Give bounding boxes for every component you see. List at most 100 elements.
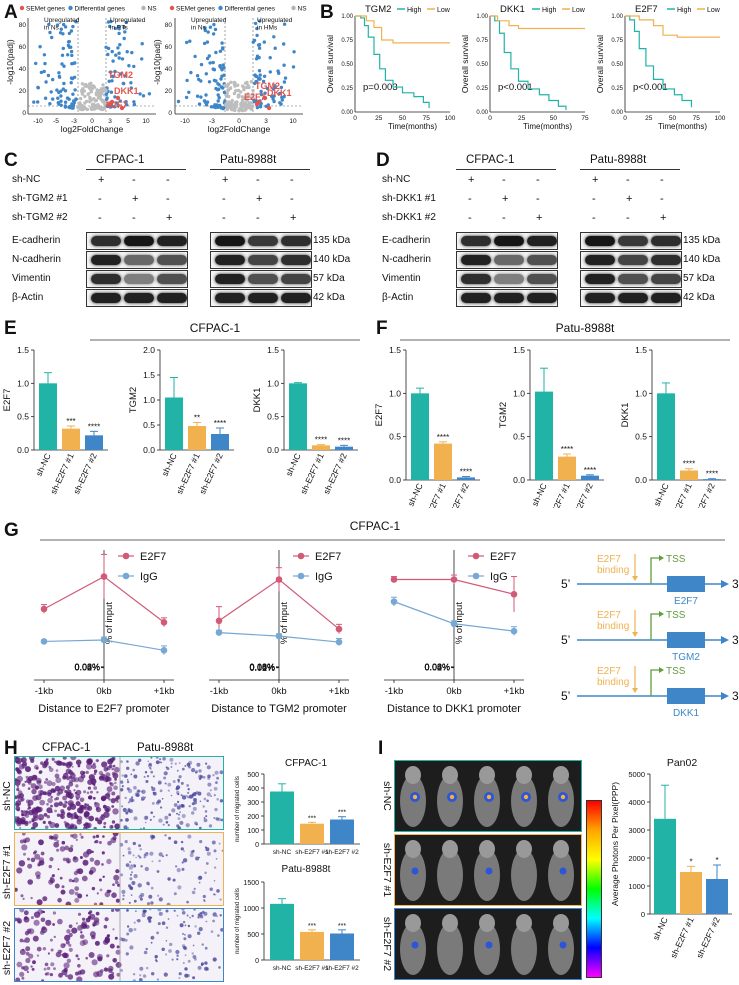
data-point (104, 89, 108, 93)
cell-dot (213, 817, 216, 819)
cell-dot (120, 788, 123, 792)
data-point (117, 51, 121, 55)
cell-dot (49, 821, 56, 829)
cell-dot (181, 861, 184, 864)
data-point (242, 87, 246, 92)
cell-dot (198, 774, 203, 779)
cell-dot (92, 835, 96, 839)
y-tick-label: 0.5 (267, 412, 279, 422)
cell-dot (55, 951, 62, 958)
cell-dot (185, 794, 188, 797)
cell-dot (46, 803, 49, 806)
cell-dot (139, 856, 142, 859)
cell-dot (132, 973, 136, 976)
x-tick-label: sh-NC (273, 965, 292, 972)
panel-h-micrographs: sh-NC sh-E2F7 #1 sh-E2F7 #2 (0, 756, 228, 984)
cell-dot (169, 757, 174, 762)
cell-dot (186, 914, 189, 917)
data-point (229, 100, 234, 105)
cell-dot (103, 821, 107, 825)
data-point (80, 92, 85, 96)
panel-b-label: B (320, 2, 334, 23)
cell-dot (116, 945, 120, 949)
cell-dot (24, 937, 30, 943)
y-tick-label: 0.00 (611, 110, 623, 116)
cell-dot (68, 924, 73, 929)
cell-dot (95, 806, 102, 813)
cell-dot (214, 807, 218, 812)
x-tick-label: -1kb (385, 686, 403, 697)
data-point (185, 40, 189, 45)
bar-sh-e2f7-1 (434, 443, 452, 480)
x-tick-label: 75 (693, 115, 701, 122)
blot-strip (86, 251, 188, 269)
y-axis-label: Overall survival (595, 35, 605, 93)
cell-dot (36, 954, 40, 957)
data-point (130, 50, 134, 55)
cell-dot (45, 919, 52, 926)
cell-dot (58, 972, 63, 978)
cell-dot (59, 949, 63, 953)
km-curve-low (355, 15, 450, 44)
cell-dot (125, 811, 129, 815)
x-tick-label: 10 (289, 118, 297, 125)
legend-dot (169, 5, 175, 11)
data-point (79, 107, 84, 112)
y-tick-label: 1000 (243, 906, 259, 913)
cell-dot (16, 769, 22, 774)
cell-dot (56, 840, 60, 843)
cell-dot (91, 764, 97, 770)
header-rule (86, 169, 186, 170)
cell-dot (148, 894, 153, 899)
cell-dot (60, 814, 65, 820)
cell-dot (93, 917, 100, 923)
cell-dot (43, 967, 47, 971)
cell-dot (191, 914, 194, 918)
data-point (110, 49, 114, 54)
data-point (279, 85, 284, 90)
panel-c-label: C (4, 150, 18, 171)
data-point (66, 40, 71, 44)
data-point (282, 80, 287, 84)
data-point (70, 53, 74, 58)
cell-dot (150, 886, 154, 890)
cell-dot (179, 811, 182, 813)
x-tick-label: 0 (90, 118, 94, 125)
data-point (80, 82, 85, 86)
panel-e-label: E (4, 318, 17, 339)
cell-dot (58, 801, 63, 806)
y-tick-label: 80 (19, 22, 27, 29)
three-prime-label: 3’ (732, 633, 739, 647)
data-point-e2f7 (40, 605, 48, 613)
cell-dot (100, 795, 107, 802)
cell-dot (101, 761, 108, 768)
protein-band (124, 293, 154, 303)
cell-dot (42, 896, 48, 902)
data-point (207, 80, 212, 84)
cell-dot (212, 957, 217, 962)
cell-dot (131, 798, 135, 803)
data-point (118, 99, 123, 103)
cell-dot (49, 938, 53, 942)
cell-dot (75, 789, 82, 796)
cell-dot (189, 916, 192, 919)
data-point (89, 81, 93, 86)
cell-dot (74, 897, 80, 903)
cell-dot (125, 952, 129, 956)
cell-dot (158, 897, 163, 902)
bar-sh-e2f7-1 (300, 931, 324, 960)
data-point (255, 54, 260, 58)
bar-sh-e2f7-2 (457, 477, 475, 480)
cell-dot (35, 766, 39, 770)
cell-dot (186, 784, 190, 787)
cell-dot (212, 774, 215, 777)
cell-dot (112, 772, 119, 779)
panel-f-bars: Patu-8988t0.00.51.01.5E2F7sh-NC****sh-E2… (374, 321, 730, 508)
cell-dot (126, 925, 130, 928)
cell-dot (27, 807, 30, 811)
cell-dot (149, 767, 152, 770)
cell-dot (82, 859, 89, 866)
cell-dot (155, 801, 160, 805)
cell-dot (22, 897, 25, 900)
